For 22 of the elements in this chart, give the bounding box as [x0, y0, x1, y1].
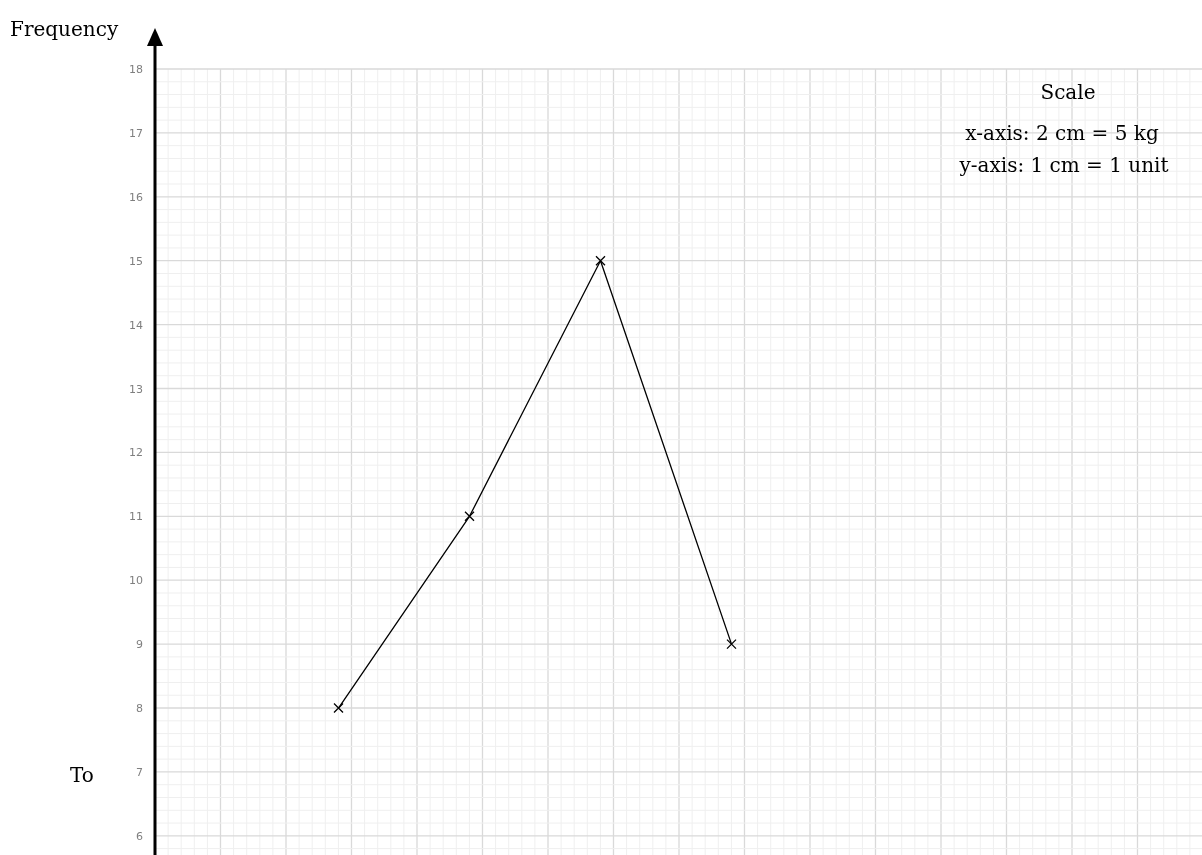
- y-tick-label: 14: [129, 318, 143, 332]
- y-tick-label: 15: [129, 254, 143, 268]
- point: [595, 255, 606, 266]
- y-tick-label: 13: [129, 382, 143, 396]
- point: [726, 638, 737, 650]
- y-tick-label: 10: [129, 574, 143, 588]
- y-axis-title: Frequency: [10, 17, 119, 41]
- y-tick-label: 16: [129, 190, 143, 204]
- annotation: x-axis: 2 cm = 5 kg: [965, 121, 1159, 145]
- y-tick-label: 18: [129, 63, 143, 77]
- y-tick-label: 9: [136, 638, 143, 652]
- y-tick-label: 11: [129, 510, 143, 524]
- y-tick-label: 7: [136, 765, 143, 779]
- y-tick-label: 12: [129, 446, 143, 460]
- annotation: Scale: [1040, 80, 1096, 104]
- text: To: [70, 763, 94, 787]
- y-tick-label: 8: [136, 702, 143, 716]
- point: [464, 511, 475, 522]
- point: [333, 702, 344, 714]
- annotation: y-axis: 1 cm = 1 unit: [958, 153, 1169, 177]
- y-tick-label: 6: [136, 829, 143, 843]
- y-tick-label: 17: [129, 126, 143, 140]
